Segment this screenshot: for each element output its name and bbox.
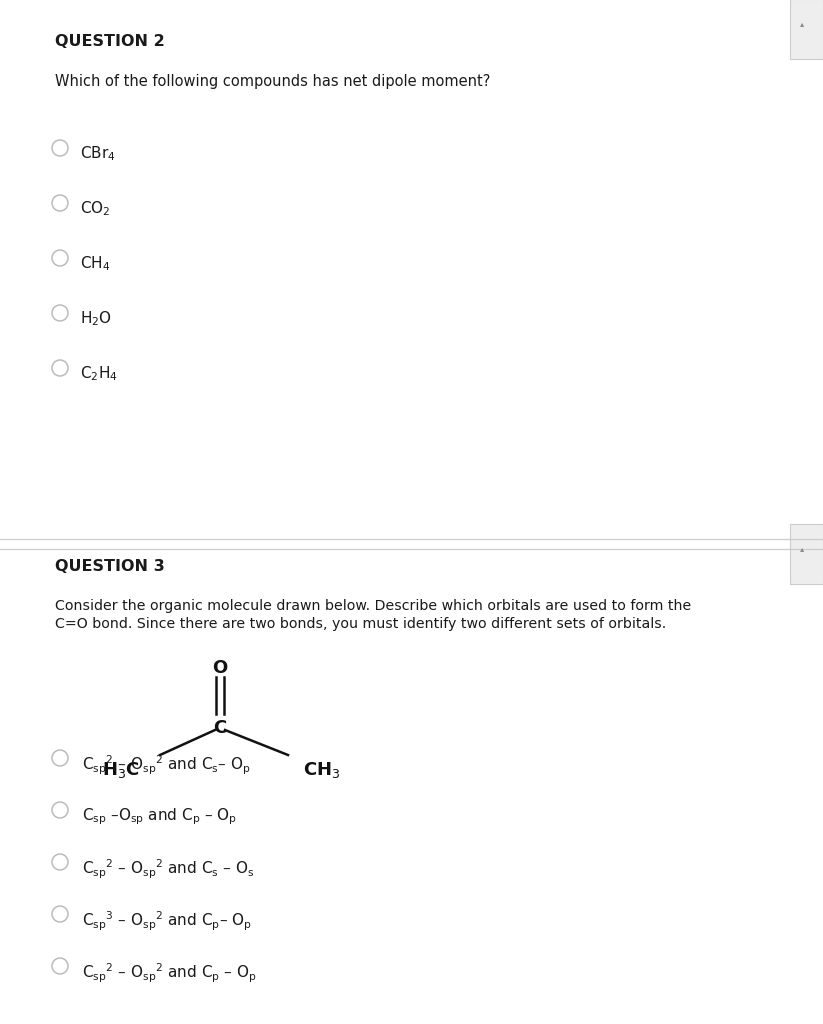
Text: CH$_4$: CH$_4$ bbox=[80, 254, 110, 272]
Text: ▴: ▴ bbox=[800, 544, 804, 553]
Text: Which of the following compounds has net dipole moment?: Which of the following compounds has net… bbox=[55, 74, 491, 89]
Text: C: C bbox=[213, 719, 226, 737]
FancyBboxPatch shape bbox=[790, 524, 823, 584]
Text: C$_{\sf sp}$$^{\sf 3}$ – O$_{\sf sp}$$^{\sf 2}$ and C$_{\sf p}$– O$_{\sf p}$: C$_{\sf sp}$$^{\sf 3}$ – O$_{\sf sp}$$^{… bbox=[82, 910, 252, 933]
Text: Consider the organic molecule drawn below. Describe which orbitals are used to f: Consider the organic molecule drawn belo… bbox=[55, 599, 691, 613]
Text: C$_2$H$_4$: C$_2$H$_4$ bbox=[80, 364, 118, 383]
Text: H$_2$O: H$_2$O bbox=[80, 309, 112, 328]
Text: O: O bbox=[212, 659, 228, 677]
Text: C$_{\sf sp}$ –O$_{\sf sp}$ and C$_{\sf p}$ – O$_{\sf p}$: C$_{\sf sp}$ –O$_{\sf sp}$ and C$_{\sf p… bbox=[82, 806, 237, 826]
Text: C$_{\sf sp}$$^{\sf 2}$ – O$_{\sf sp}$$^{\sf 2}$ and C$_{\sf p}$ – O$_{\sf p}$: C$_{\sf sp}$$^{\sf 2}$ – O$_{\sf sp}$$^{… bbox=[82, 962, 257, 985]
Text: H$_3$C: H$_3$C bbox=[102, 760, 140, 780]
Text: QUESTION 2: QUESTION 2 bbox=[55, 34, 165, 49]
Text: CO$_2$: CO$_2$ bbox=[80, 199, 110, 218]
Text: C$_{\sf sp}$$^{\sf 2}$ – O$_{\sf sp}$$^{\sf 2}$ and C$_{\sf s}$– O$_{\sf p}$: C$_{\sf sp}$$^{\sf 2}$ – O$_{\sf sp}$$^{… bbox=[82, 754, 251, 777]
Text: C$_{\sf sp}$$^{\sf 2}$ – O$_{\sf sp}$$^{\sf 2}$ and C$_{\sf s}$ – O$_{\sf s}$: C$_{\sf sp}$$^{\sf 2}$ – O$_{\sf sp}$$^{… bbox=[82, 858, 254, 882]
FancyBboxPatch shape bbox=[790, 0, 823, 59]
Text: CH$_3$: CH$_3$ bbox=[303, 760, 341, 780]
Text: QUESTION 3: QUESTION 3 bbox=[55, 559, 165, 574]
Text: C=O bond. Since there are two bonds, you must identify two different sets of orb: C=O bond. Since there are two bonds, you… bbox=[55, 617, 667, 631]
Text: CBr$_4$: CBr$_4$ bbox=[80, 144, 116, 163]
Text: ▴: ▴ bbox=[800, 19, 804, 28]
